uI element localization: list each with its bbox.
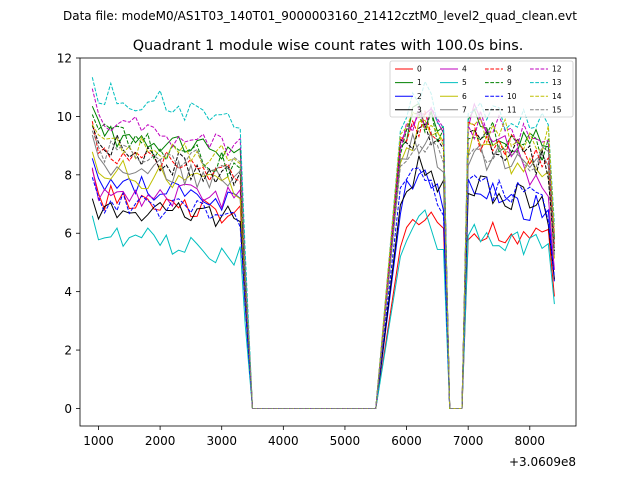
x-tick-label: 3000 (206, 434, 237, 448)
legend-label-7: 7 (462, 105, 467, 114)
x-axis-offset-label: +3.0609e8 (509, 455, 576, 469)
legend-label-11: 11 (507, 105, 517, 114)
y-tick-label: 2 (64, 344, 72, 358)
y-tick-label: 0 (64, 402, 72, 416)
y-tick-label: 10 (57, 110, 72, 124)
series-line-11 (91, 123, 555, 409)
x-tick-label: 6000 (391, 434, 422, 448)
series-line-15 (91, 130, 555, 409)
x-tick-label: 5000 (330, 434, 361, 448)
y-tick-label: 12 (57, 52, 72, 66)
legend-label-14: 14 (552, 92, 562, 101)
y-tick-label: 6 (64, 227, 72, 241)
x-tick-label: 8000 (515, 434, 546, 448)
legend-box (389, 60, 574, 118)
legend-label-2: 2 (417, 92, 422, 101)
legend-label-4: 4 (462, 65, 467, 74)
legend-label-10: 10 (507, 92, 517, 101)
y-tick-label: 4 (64, 285, 72, 299)
legend-label-3: 3 (417, 105, 422, 114)
x-axis: 1000 2000 3000 4000 5000 6000 7000 8000 (83, 426, 545, 448)
legend-label-0: 0 (417, 65, 422, 74)
series-line-14 (91, 111, 555, 409)
series-layer (91, 77, 555, 409)
y-tick-label: 8 (64, 168, 72, 182)
legend-label-13: 13 (552, 78, 562, 87)
legend-label-1: 1 (417, 78, 422, 87)
x-tick-label: 7000 (453, 434, 484, 448)
legend-label-6: 6 (462, 92, 467, 101)
x-tick-label: 1000 (83, 434, 114, 448)
legend-label-5: 5 (462, 78, 467, 87)
legend-label-8: 8 (507, 65, 512, 74)
legend-label-15: 15 (552, 105, 562, 114)
figure-suptitle: Data file: modeM0/AS1T03_140T01_90000031… (63, 9, 577, 23)
x-tick-label: 2000 (145, 434, 176, 448)
legend-label-9: 9 (507, 78, 512, 87)
x-tick-label: 4000 (268, 434, 299, 448)
axes-frame (79, 57, 577, 427)
chart-title: Quadrant 1 module wise count rates with … (133, 38, 524, 54)
legend-label-12: 12 (552, 65, 562, 74)
plot-area (79, 57, 577, 427)
y-axis: 0 2 4 6 8 10 12 (57, 52, 80, 416)
